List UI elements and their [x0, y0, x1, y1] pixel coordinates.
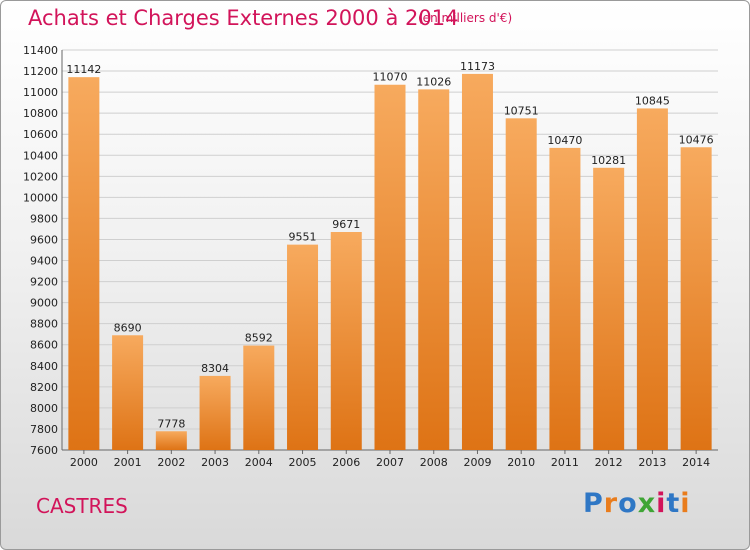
bar-value-label: 8592	[245, 332, 273, 345]
bar[interactable]	[505, 118, 537, 450]
logo-letter: r	[603, 488, 619, 519]
y-tick-label: 8800	[30, 318, 58, 331]
x-tick-label: 2001	[114, 456, 142, 469]
bar-value-label: 11142	[66, 63, 101, 76]
bar-value-label: 9551	[289, 231, 317, 244]
bar-value-label: 9671	[332, 218, 360, 231]
bar-value-label: 10281	[591, 154, 626, 167]
logo-letter: x	[637, 488, 657, 519]
y-tick-label: 9600	[30, 233, 58, 246]
y-tick-label: 11000	[23, 86, 58, 99]
bar[interactable]	[418, 89, 450, 451]
y-tick-label: 8400	[30, 360, 58, 373]
y-tick-label: 9200	[30, 276, 58, 289]
bar[interactable]	[243, 345, 275, 450]
y-tick-label: 10400	[23, 149, 58, 162]
bar[interactable]	[374, 84, 406, 450]
bar-value-label: 11026	[416, 75, 451, 88]
y-tick-label: 9800	[30, 212, 58, 225]
x-tick-label: 2002	[157, 456, 185, 469]
logo-letter: P	[583, 488, 604, 519]
y-tick-label: 9000	[30, 297, 58, 310]
x-tick-label: 2010	[507, 456, 535, 469]
x-tick-label: 2005	[289, 456, 317, 469]
bar[interactable]	[461, 73, 493, 450]
x-tick-label: 2014	[682, 456, 710, 469]
bar[interactable]	[112, 335, 144, 450]
bar[interactable]	[287, 244, 319, 450]
city-name: CASTRES	[36, 494, 128, 518]
chart-title: Achats et Charges Externes 2000 à 2014	[28, 6, 459, 30]
x-tick-label: 2009	[463, 456, 491, 469]
bar[interactable]	[155, 431, 187, 450]
label-layer: 7600 7800 8000 8200 8400 8600 8800 9000 9200 9400…	[23, 44, 714, 469]
proxiti-logo[interactable]: Proxiti	[583, 488, 691, 519]
chart-subtitle: (en milliers d'€)	[418, 11, 513, 25]
bar-value-label: 11070	[373, 71, 408, 84]
y-tick-label: 10200	[23, 170, 58, 183]
y-tick-label: 10800	[23, 107, 58, 120]
bar[interactable]	[549, 147, 581, 451]
bar-value-label: 10470	[547, 134, 582, 147]
bar-layer	[68, 73, 712, 451]
x-tick-label: 2006	[332, 456, 360, 469]
y-tick-label: 9400	[30, 255, 58, 268]
x-tick-label: 2008	[420, 456, 448, 469]
bar-value-label: 7778	[157, 417, 185, 430]
bar-value-label: 11173	[460, 60, 495, 73]
logo-letter: o	[618, 488, 638, 519]
bar-value-label: 8304	[201, 362, 229, 375]
bar[interactable]	[636, 108, 668, 450]
y-tick-label: 7800	[30, 423, 58, 436]
bar[interactable]	[330, 232, 362, 450]
y-tick-label: 11400	[23, 44, 58, 57]
bar-value-label: 10476	[679, 133, 714, 146]
bar[interactable]	[68, 77, 100, 450]
y-tick-label: 10000	[23, 191, 58, 204]
bar-value-label: 10845	[635, 94, 670, 107]
bar[interactable]	[199, 375, 231, 450]
logo-letter: t	[666, 488, 681, 519]
logo-letter: i	[656, 488, 667, 519]
x-tick-label: 2012	[595, 456, 623, 469]
x-tick-label: 2007	[376, 456, 404, 469]
x-tick-label: 2013	[638, 456, 666, 469]
logo-letter: i	[680, 488, 691, 519]
y-tick-label: 10600	[23, 128, 58, 141]
y-tick-label: 11200	[23, 65, 58, 78]
y-tick-label: 7600	[30, 444, 58, 457]
bar-value-label: 10751	[504, 104, 539, 117]
x-tick-label: 2003	[201, 456, 229, 469]
bar[interactable]	[680, 147, 712, 450]
bar-value-label: 8690	[114, 321, 142, 334]
y-tick-label: 8000	[30, 402, 58, 415]
x-tick-label: 2000	[70, 456, 98, 469]
y-tick-label: 8200	[30, 381, 58, 394]
x-tick-label: 2011	[551, 456, 579, 469]
bar[interactable]	[593, 167, 625, 450]
x-tick-label: 2004	[245, 456, 273, 469]
y-tick-label: 8600	[30, 339, 58, 352]
